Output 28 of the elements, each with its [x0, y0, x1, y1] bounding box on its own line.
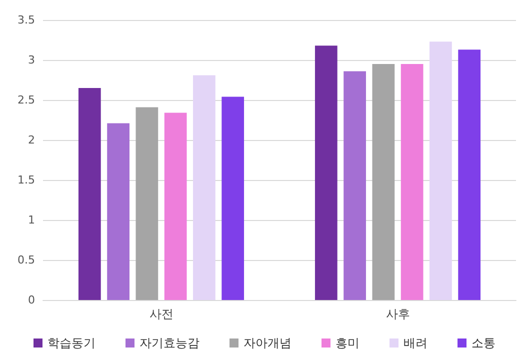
bar [107, 123, 130, 300]
bar [458, 50, 481, 300]
bar [344, 71, 366, 300]
legend-label: 학습동기 [48, 336, 96, 350]
bar [372, 64, 395, 300]
y-tick-label: 1.5 [18, 174, 35, 186]
y-tick-label: 3.5 [18, 14, 35, 26]
legend-label: 소통 [472, 336, 496, 350]
y-tick-label: 1 [28, 214, 35, 226]
bar [222, 96, 244, 300]
y-tick-label: 2 [28, 134, 35, 146]
legend-label: 자기효능감 [140, 336, 200, 350]
y-tick-label: 0.5 [18, 254, 35, 266]
bar [164, 112, 187, 300]
bar [430, 42, 452, 300]
x-tick-label: 사전 [149, 307, 174, 321]
y-tick-label: 3 [28, 54, 35, 66]
y-tick-label: 2.5 [18, 94, 35, 106]
bar [136, 107, 158, 300]
x-tick-label: 사후 [386, 307, 410, 321]
legend-label: 배려 [404, 336, 428, 350]
legend-label: 흥미 [336, 336, 360, 350]
y-tick-label: 0 [28, 294, 35, 306]
bar [193, 75, 216, 300]
bar [400, 64, 424, 300]
bar [314, 46, 338, 300]
legend-label: 자아개념 [244, 336, 292, 350]
bar [78, 88, 101, 300]
